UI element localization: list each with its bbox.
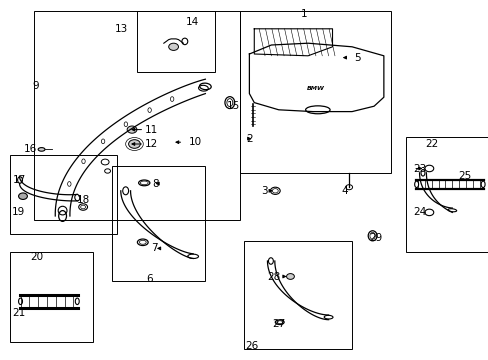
Bar (10, 155, 117, 234)
Text: 29: 29 (368, 233, 382, 243)
Text: 10: 10 (189, 137, 202, 147)
Text: 6: 6 (145, 274, 152, 284)
Text: 14: 14 (185, 17, 199, 27)
Text: 21: 21 (12, 308, 25, 318)
Circle shape (127, 126, 137, 133)
Text: 17: 17 (13, 175, 26, 185)
Bar (112, 166, 205, 281)
Text: 1: 1 (300, 9, 307, 19)
Text: 3: 3 (261, 186, 267, 196)
Text: 12: 12 (144, 139, 158, 149)
Text: 5: 5 (353, 53, 360, 63)
Circle shape (128, 140, 140, 148)
Circle shape (19, 193, 27, 199)
Text: 28: 28 (266, 272, 280, 282)
Text: 19: 19 (12, 207, 25, 217)
Text: 13: 13 (115, 24, 128, 34)
Circle shape (286, 274, 294, 279)
Bar (244, 241, 351, 349)
Text: 16: 16 (23, 144, 37, 154)
Text: 27: 27 (271, 319, 285, 329)
Ellipse shape (38, 148, 45, 151)
Text: 8: 8 (152, 179, 159, 189)
Text: 9: 9 (32, 81, 39, 91)
Text: 23: 23 (412, 164, 426, 174)
Circle shape (168, 43, 178, 50)
Text: 22: 22 (424, 139, 438, 149)
Text: 11: 11 (144, 125, 158, 135)
Bar (34, 11, 239, 220)
Text: 24: 24 (412, 207, 426, 217)
Bar (405, 137, 488, 252)
Text: 4: 4 (341, 186, 348, 196)
Bar (137, 11, 215, 72)
Text: 18: 18 (76, 195, 90, 205)
Text: 25: 25 (457, 171, 470, 181)
Text: 7: 7 (151, 243, 158, 253)
Text: BMW: BMW (306, 86, 324, 91)
Text: 26: 26 (244, 341, 258, 351)
Text: 15: 15 (226, 101, 240, 111)
Text: 20: 20 (30, 252, 43, 262)
Bar (239, 11, 390, 173)
Text: 2: 2 (245, 134, 252, 144)
Bar (10, 252, 93, 342)
